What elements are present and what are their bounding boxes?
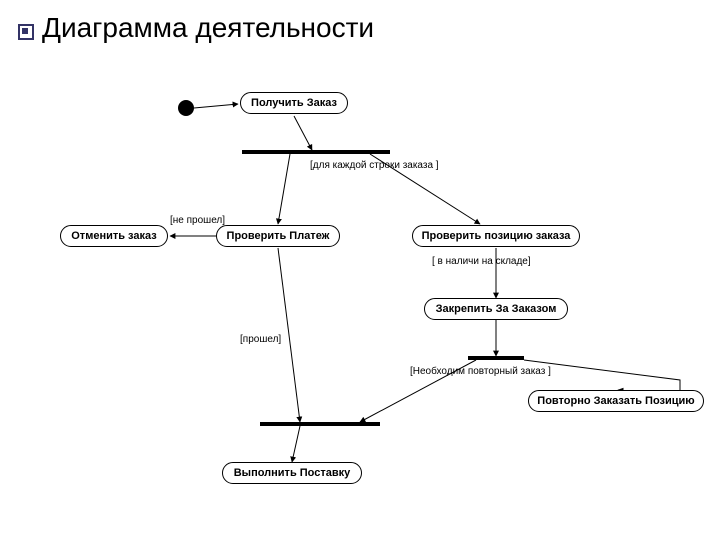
activity-assign: Закрепить За Заказом (424, 298, 568, 320)
guard-passed: [прошел] (240, 334, 281, 345)
start-node (178, 100, 194, 116)
guard-foreach: [для каждой строки заказа ] (310, 160, 439, 171)
activity-cancel: Отменить заказ (60, 225, 168, 247)
activity-check-item: Проверить позицию заказа (412, 225, 580, 247)
guard-fail: [не прошел] (170, 215, 225, 226)
sync-join-bottom (260, 422, 380, 426)
activity-check-pay: Проверить Платеж (216, 225, 340, 247)
guard-instock: [ в наличи на складе] (432, 256, 531, 267)
activity-receive: Получить Заказ (240, 92, 348, 114)
page-title: Диаграмма деятельности (42, 12, 374, 44)
activity-reorder: Повторно Заказать Позицию (528, 390, 704, 412)
activity-diagram: Получить Заказ Отменить заказ Проверить … (0, 60, 720, 540)
sync-fork-right (468, 356, 524, 360)
guard-reorder: [Необходим повторный заказ ] (410, 366, 551, 377)
activity-deliver: Выполнить Поставку (222, 462, 362, 484)
sync-fork-top (242, 150, 390, 154)
title-bullet (18, 24, 34, 40)
